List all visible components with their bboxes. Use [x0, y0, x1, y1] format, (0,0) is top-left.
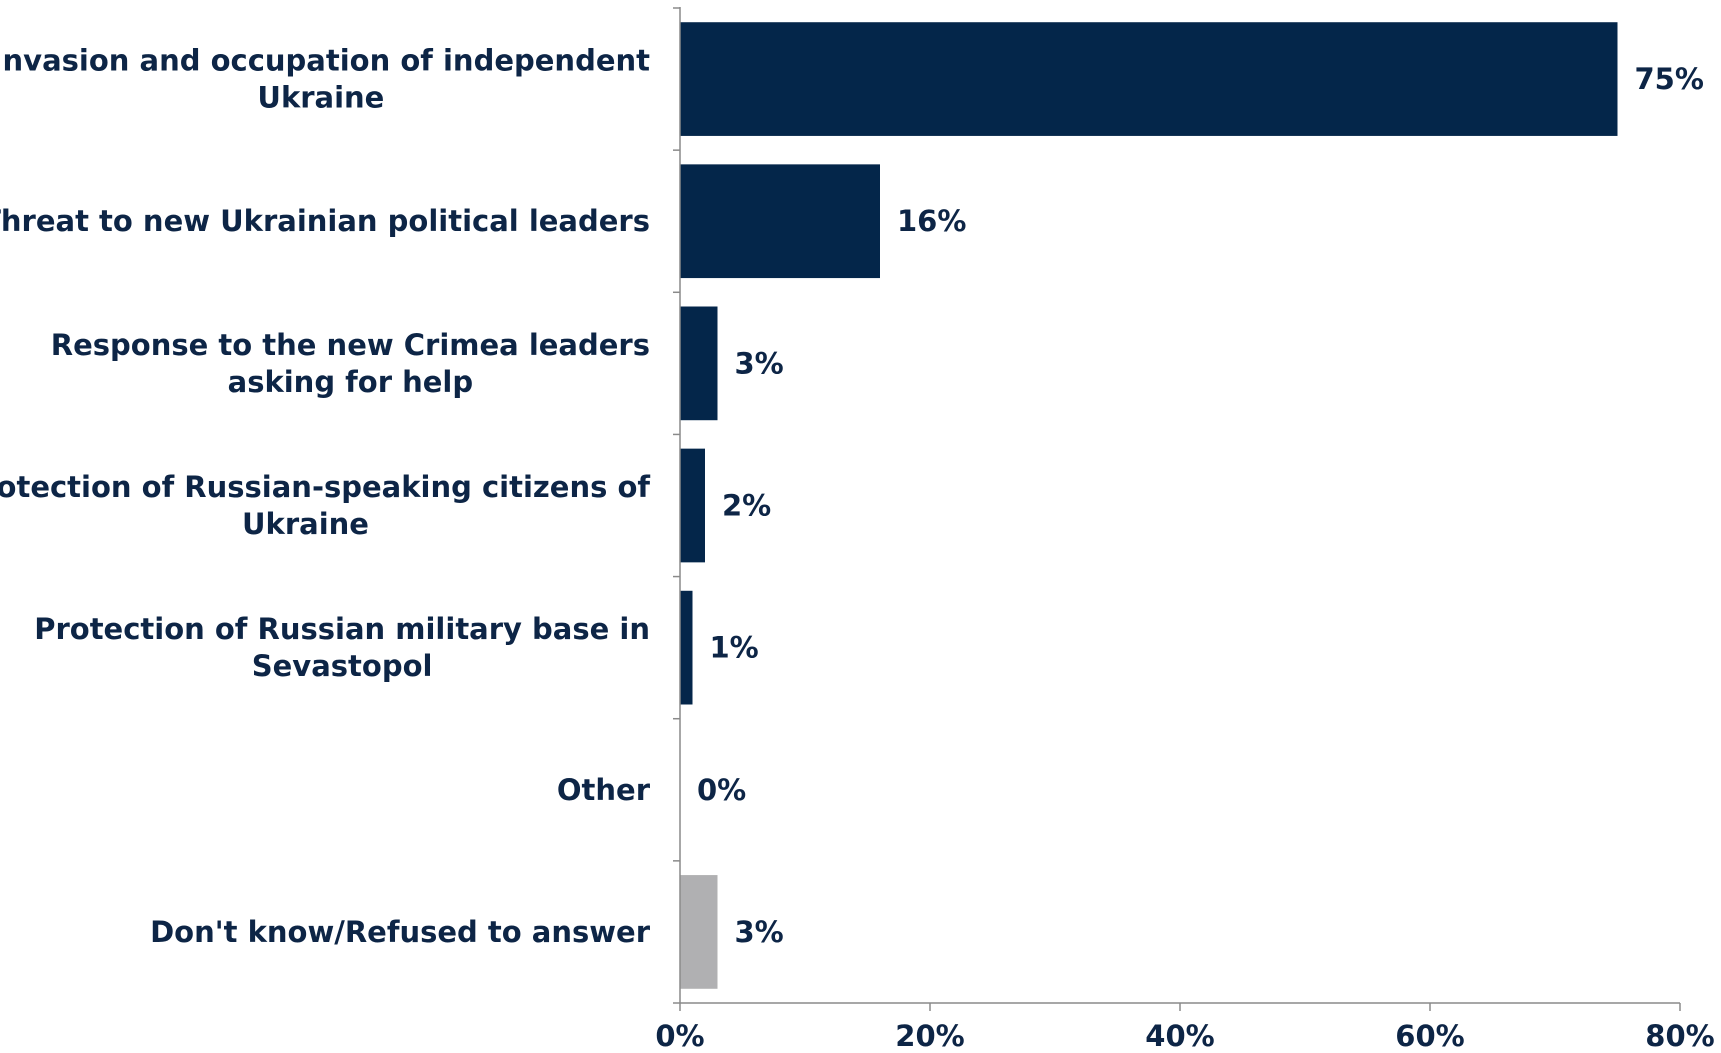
value-label-1: 16%	[897, 204, 966, 238]
category-label-2: Response to the new Crimea leaders asking…	[51, 328, 650, 399]
value-label-4: 1%	[710, 631, 759, 665]
bar-2	[680, 306, 718, 421]
bar-4	[680, 590, 693, 705]
category-label-line: Response to the new Crimea leaders	[51, 328, 650, 362]
bar-1	[680, 164, 880, 279]
labels-group: 75% Invasion and occupation of independen…	[0, 44, 1715, 1053]
bar-3	[680, 448, 705, 563]
category-label-line: Other	[557, 773, 651, 807]
value-label-6: 3%	[735, 915, 784, 949]
bar-6	[680, 875, 718, 989]
axes-group	[673, 7, 1681, 1011]
x-tick-label-0: 0%	[655, 1019, 704, 1053]
x-tick-label-1: 20%	[895, 1019, 964, 1053]
category-label-line: Protection of Russian-speaking citizens …	[0, 470, 650, 504]
x-tick-label-4: 80%	[1645, 1019, 1714, 1053]
category-label-line: Ukraine	[257, 81, 384, 115]
category-label-6: Don't know/Refused to answer	[150, 915, 651, 949]
bars-group	[680, 22, 1618, 989]
value-label-5: 0%	[697, 773, 746, 807]
category-label-4: Protection of Russian military base in Se…	[34, 612, 650, 683]
category-label-line: Don't know/Refused to answer	[150, 915, 651, 949]
category-label-line: Threat to new Ukrainian political leader…	[0, 204, 650, 238]
x-tick-label-3: 60%	[1395, 1019, 1464, 1053]
value-label-3: 2%	[722, 489, 771, 523]
category-label-line: asking for help	[228, 365, 474, 399]
x-tick-label-2: 40%	[1145, 1019, 1214, 1053]
value-label-0: 75%	[1635, 62, 1704, 96]
category-label-line: Protection of Russian military base in	[34, 612, 650, 646]
category-label-1: Threat to new Ukrainian political leader…	[0, 204, 650, 238]
category-label-5: Other	[557, 773, 651, 807]
category-label-line: Invasion and occupation of independent	[0, 44, 650, 78]
category-label-3: Protection of Russian-speaking citizens …	[0, 470, 650, 541]
value-label-2: 3%	[735, 346, 784, 380]
category-label-0: Invasion and occupation of independent Uk…	[0, 44, 650, 115]
bar-0	[680, 22, 1618, 136]
category-label-line: Sevastopol	[252, 649, 433, 683]
category-label-line: Ukraine	[242, 507, 369, 541]
